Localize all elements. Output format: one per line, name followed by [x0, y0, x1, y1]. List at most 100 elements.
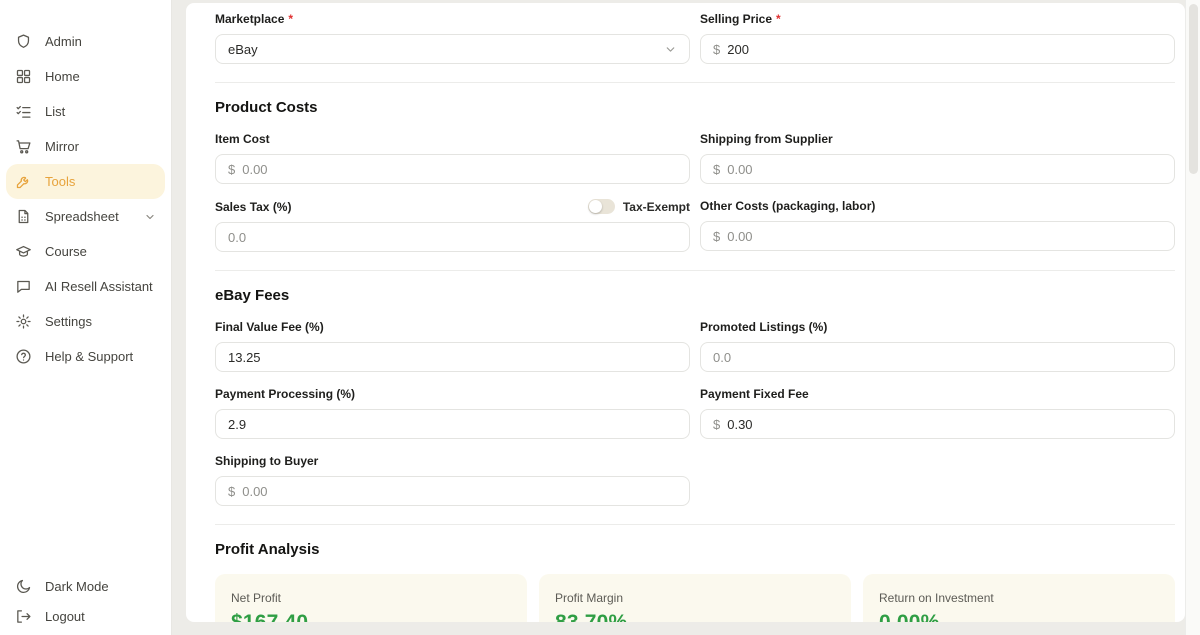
chevron-down-icon: [664, 43, 677, 56]
sales-tax-input-box: [215, 222, 690, 252]
promoted-listings-label: Promoted Listings (%): [700, 320, 828, 334]
cart-icon: [15, 138, 32, 155]
vertical-scrollbar[interactable]: [1185, 0, 1200, 635]
sidebar-item-ai-resell-assistant[interactable]: AI Resell Assistant: [6, 269, 165, 304]
item-cost-input[interactable]: [242, 161, 677, 177]
other-costs-input[interactable]: [727, 228, 1162, 244]
sales-tax-input[interactable]: [228, 229, 677, 245]
selling-price-input-box: $: [700, 34, 1175, 64]
graduation-cap-icon: [15, 243, 32, 260]
selling-price-input[interactable]: [727, 41, 1162, 57]
profit-margin-card: Profit Margin 83.70%: [539, 574, 851, 622]
final-value-fee-input[interactable]: [228, 349, 677, 365]
sidebar-item-label: List: [45, 104, 66, 119]
sidebar-item-spreadsheet[interactable]: Spreadsheet: [6, 199, 165, 234]
shipping-buyer-label: Shipping to Buyer: [215, 454, 319, 468]
sidebar-item-settings[interactable]: Settings: [6, 304, 165, 339]
sidebar-footer: Dark Mode Logout: [0, 571, 171, 635]
product-costs-heading: Product Costs: [215, 99, 318, 116]
item-cost-label: Item Cost: [215, 132, 270, 146]
sidebar-item-help-support[interactable]: Help & Support: [6, 339, 165, 374]
sidebar-nav: Admin Home List Mirror Tools: [0, 24, 171, 571]
profit-analysis-heading: Profit Analysis: [215, 541, 320, 558]
selling-price-field-group: Selling Price * $: [700, 12, 1175, 64]
section-divider: [215, 524, 1175, 525]
sidebar-item-list[interactable]: List: [6, 94, 165, 129]
spreadsheet-icon: [15, 208, 32, 225]
tax-exempt-toggle-group: Tax-Exempt: [587, 199, 690, 214]
shipping-supplier-input[interactable]: [727, 161, 1162, 177]
sidebar-item-label: Logout: [45, 608, 85, 624]
grid-icon: [15, 68, 32, 85]
currency-prefix: $: [713, 416, 721, 432]
payment-fixed-fee-input[interactable]: [727, 416, 1162, 432]
item-cost-input-box: $: [215, 154, 690, 184]
sales-tax-label: Sales Tax (%): [215, 199, 292, 214]
net-profit-label: Net Profit: [231, 591, 282, 605]
sales-tax-field-group: Sales Tax (%) Tax-Exempt: [215, 199, 690, 252]
shipping-supplier-input-box: $: [700, 154, 1175, 184]
profit-margin-label: Profit Margin: [555, 591, 624, 605]
sidebar-item-label: Home: [45, 69, 80, 84]
logout-icon: [15, 608, 32, 625]
scrollbar-thumb[interactable]: [1188, 4, 1198, 174]
promoted-listings-input-box: [700, 342, 1175, 372]
shipping-supplier-field-group: Shipping from Supplier $: [700, 132, 1175, 184]
sidebar-item-label: Dark Mode: [45, 578, 109, 594]
currency-prefix: $: [713, 41, 721, 57]
section-divider: [215, 270, 1175, 271]
help-circle-icon: [15, 348, 32, 365]
sidebar-item-label: AI Resell Assistant: [45, 279, 153, 294]
required-asterisk: *: [776, 12, 781, 26]
chevron-down-icon: [144, 211, 156, 223]
sidebar-item-home[interactable]: Home: [6, 59, 165, 94]
currency-prefix: $: [228, 161, 236, 177]
required-asterisk: *: [288, 12, 294, 26]
payment-processing-input-box: [215, 409, 690, 439]
shipping-buyer-input-box: $: [215, 476, 690, 506]
shipping-buyer-input[interactable]: [242, 483, 677, 499]
toggle-knob: [588, 200, 602, 213]
net-profit-value: $167.40: [231, 611, 511, 622]
shipping-supplier-label: Shipping from Supplier: [700, 132, 833, 146]
net-profit-card: Net Profit $167.40: [215, 574, 527, 622]
marketplace-selected-value: eBay: [228, 41, 258, 57]
sidebar-item-mirror[interactable]: Mirror: [6, 129, 165, 164]
promoted-listings-input[interactable]: [713, 349, 1162, 365]
roi-value: 0.00%: [879, 611, 1159, 622]
sidebar-item-label: Admin: [45, 34, 82, 49]
shield-icon: [15, 33, 32, 50]
sidebar: Admin Home List Mirror Tools: [0, 0, 172, 635]
payment-fixed-fee-label: Payment Fixed Fee: [700, 387, 809, 401]
sidebar-item-label: Course: [45, 244, 87, 259]
gear-icon: [15, 313, 32, 330]
sidebar-item-dark-mode[interactable]: Dark Mode: [6, 571, 165, 601]
tax-exempt-toggle[interactable]: [587, 199, 615, 214]
final-value-fee-label: Final Value Fee (%): [215, 320, 324, 334]
sidebar-item-logout[interactable]: Logout: [6, 601, 165, 631]
other-costs-field-group: Other Costs (packaging, labor) $: [700, 199, 1175, 252]
payment-processing-field-group: Payment Processing (%): [215, 387, 690, 439]
profit-margin-value: 83.70%: [555, 611, 835, 622]
payment-processing-input[interactable]: [228, 416, 677, 432]
sidebar-item-label: Mirror: [45, 139, 79, 154]
wrench-icon: [15, 173, 32, 190]
item-cost-field-group: Item Cost $: [215, 132, 690, 184]
currency-prefix: $: [713, 161, 721, 177]
sidebar-item-label: Settings: [45, 314, 92, 329]
other-costs-label: Other Costs (packaging, labor): [700, 199, 876, 213]
final-value-fee-field-group: Final Value Fee (%): [215, 320, 690, 372]
ebay-fees-heading: eBay Fees: [215, 287, 290, 304]
sidebar-item-label: Tools: [45, 174, 76, 189]
sidebar-item-course[interactable]: Course: [6, 234, 165, 269]
selling-price-label: Selling Price *: [700, 12, 781, 26]
currency-prefix: $: [228, 483, 236, 499]
payment-fixed-fee-input-box: $: [700, 409, 1175, 439]
checklist-icon: [15, 103, 32, 120]
sidebar-item-tools[interactable]: Tools: [6, 164, 165, 199]
sidebar-item-label: Spreadsheet: [45, 209, 119, 224]
marketplace-label: Marketplace *: [215, 12, 294, 26]
chat-icon: [15, 278, 32, 295]
marketplace-select[interactable]: eBay: [215, 34, 690, 64]
sidebar-item-admin[interactable]: Admin: [6, 24, 165, 59]
